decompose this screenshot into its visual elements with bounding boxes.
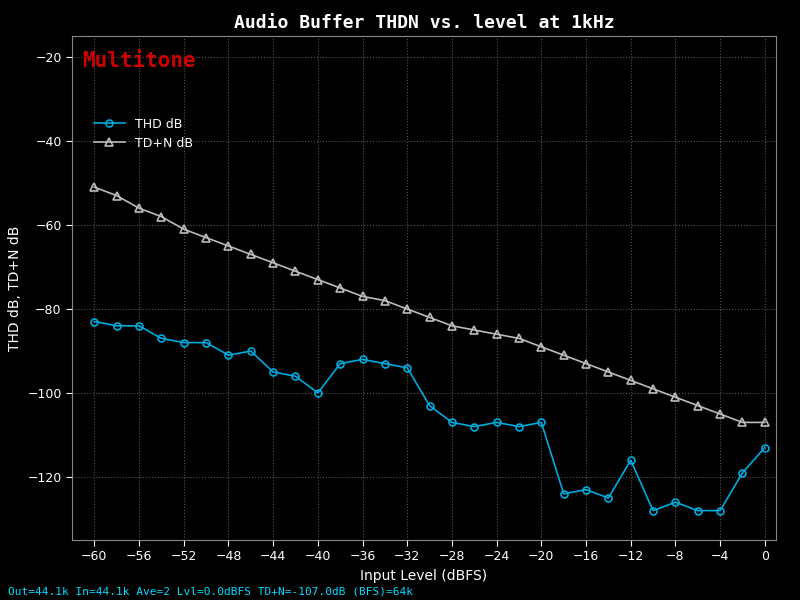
X-axis label: Input Level (dBFS): Input Level (dBFS) [361, 569, 487, 583]
Text: Multitone: Multitone [82, 51, 196, 71]
Text: Out=44.1k In=44.1k Ave=2 Lvl=0.0dBFS TD+N=-107.0dB (BFS)=64k: Out=44.1k In=44.1k Ave=2 Lvl=0.0dBFS TD+… [8, 587, 413, 597]
Legend: THD dB, TD+N dB: THD dB, TD+N dB [89, 113, 198, 155]
Title: Audio Buffer THDN vs. level at 1kHz: Audio Buffer THDN vs. level at 1kHz [234, 14, 614, 32]
Y-axis label: THD dB, TD+N dB: THD dB, TD+N dB [8, 226, 22, 350]
